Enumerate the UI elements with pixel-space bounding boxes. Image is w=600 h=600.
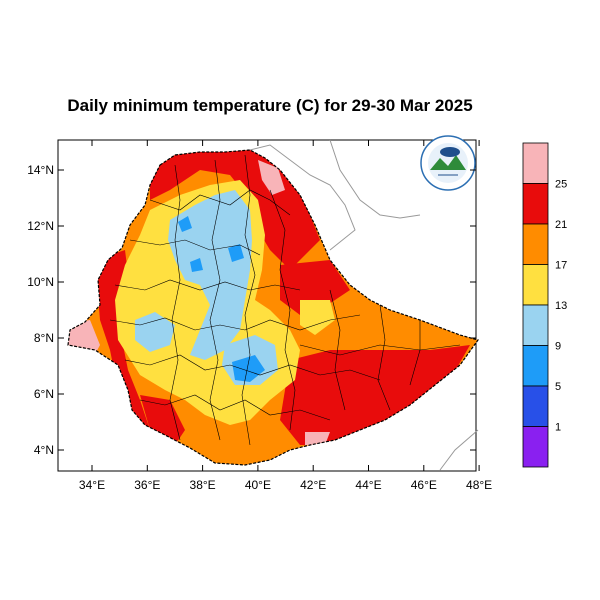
colorbar-swatch: [522, 345, 549, 387]
colorbar-label: 21: [555, 219, 567, 231]
admin-boundaries: [109, 154, 461, 446]
x-tick-label: 42°E: [300, 478, 326, 492]
colorbar-swatch: [522, 183, 549, 225]
y-tick-label: 6°N: [34, 387, 54, 401]
x-tick-label: 48°E: [466, 478, 492, 492]
colorbar-label: 17: [555, 260, 567, 272]
x-axis: 34°E 36°E 38°E 40°E 42°E 44°E 46°E 48°E: [79, 140, 492, 492]
y-tick-label: 14°N: [27, 163, 54, 177]
warm-zone-southeast: [280, 345, 470, 445]
y-axis: 14°N 12°N 10°N 8°N 6°N 4°N: [27, 163, 476, 457]
y-tick-label: 10°N: [27, 275, 54, 289]
cool-zone-central: [135, 312, 175, 352]
colorbar-label: 1: [555, 422, 561, 434]
x-tick-label: 34°E: [79, 478, 105, 492]
cold-spot-4: [232, 355, 265, 382]
meteorology-agency-logo: [420, 135, 476, 191]
colorbar-swatch: [522, 304, 549, 346]
warm-zone-west: [95, 250, 150, 430]
colorbar-label: 9: [555, 341, 561, 353]
x-tick-label: 44°E: [355, 478, 381, 492]
colorbar-swatch: [522, 426, 549, 468]
country-outline: [67, 149, 479, 466]
cold-spot-2: [228, 244, 244, 262]
mild-zone-east: [300, 300, 335, 335]
warm-zone-east: [280, 260, 350, 315]
y-tick-label: 4°N: [34, 443, 54, 457]
colorbar-swatch: [522, 264, 549, 306]
colorbar-label: 5: [555, 381, 561, 393]
x-tick-label: 40°E: [245, 478, 271, 492]
map-title: Daily minimum temperature (C) for 29-30 …: [67, 96, 473, 115]
cool-zone-north-highlands: [168, 190, 252, 360]
colorbar-label: 13: [555, 300, 567, 312]
cold-spot-3: [190, 258, 203, 272]
y-tick-label: 12°N: [27, 219, 54, 233]
hot-zone-northeast: [258, 160, 285, 195]
neighbour-borders: [249, 139, 479, 471]
colorbar-label: 25: [555, 179, 567, 191]
colorbar-swatch: [522, 385, 549, 427]
cold-spot-1: [178, 216, 192, 232]
y-tick-label: 8°N: [34, 331, 54, 345]
x-tick-label: 46°E: [411, 478, 437, 492]
x-tick-label: 38°E: [190, 478, 216, 492]
colorbar-swatch: [522, 223, 549, 265]
colorbar: 25 21 17 13 9 5 1: [522, 142, 567, 468]
warm-zone-southwest: [140, 395, 185, 445]
colorbar-swatch: [522, 142, 549, 184]
x-tick-label: 36°E: [134, 478, 160, 492]
